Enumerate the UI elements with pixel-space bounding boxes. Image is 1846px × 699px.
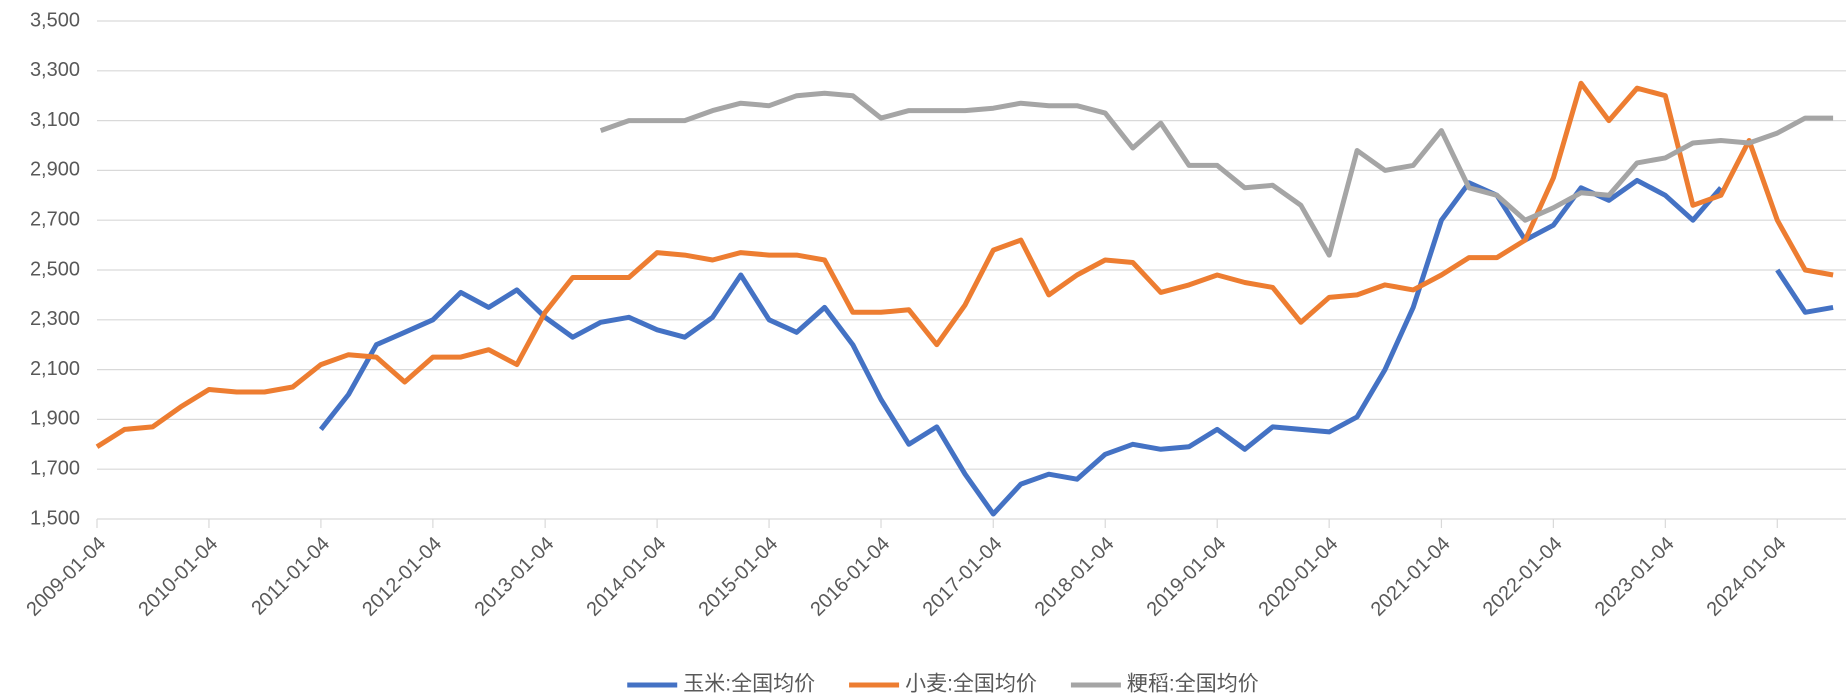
legend: 玉米:全国均价 小麦:全国均价 粳稻:全国均价: [627, 673, 1259, 696]
y-tick-label: 1,500: [30, 507, 80, 529]
y-tick-label: 2,900: [30, 159, 80, 181]
series-line: [599, 90, 1834, 258]
x-tick-label: 2015-01-04: [694, 533, 782, 621]
x-tick-label: 2010-01-04: [134, 533, 222, 621]
x-tick-label: 2020-01-04: [1255, 533, 1343, 621]
legend-label: 小麦:全国均价: [905, 673, 1037, 696]
x-tick-label: 2016-01-04: [806, 533, 894, 621]
x-tick-label: 2011-01-04: [247, 533, 334, 620]
y-tick-label: 1,700: [30, 457, 80, 479]
x-tick-label: 2012-01-04: [358, 533, 446, 621]
x-tick-label: 2013-01-04: [471, 533, 559, 621]
x-tick-label: 2024-01-04: [1703, 533, 1791, 621]
legend-label: 玉米:全国均价: [683, 673, 815, 696]
legend-label: 粳稻:全国均价: [1127, 673, 1259, 696]
x-tick-label: 2009-01-04: [22, 533, 110, 621]
x-tick-label: 2022-01-04: [1479, 533, 1567, 621]
x-tick-label: 2019-01-04: [1143, 533, 1231, 621]
x-tick-label: 2014-01-04: [582, 533, 670, 621]
series-line: [318, 177, 1834, 517]
y-tick-label: 1,900: [30, 408, 80, 430]
y-tick-label: 3,100: [30, 109, 80, 131]
y-tick-label: 2,500: [30, 258, 80, 280]
y-tick-label: 2,700: [30, 208, 80, 230]
x-tick-label: 2017-01-04: [919, 533, 1007, 621]
y-tick-label: 2,300: [30, 308, 80, 330]
y-tick-label: 3,500: [30, 9, 80, 31]
y-tick-label: 2,100: [30, 358, 80, 380]
x-tick-label: 2023-01-04: [1591, 533, 1679, 621]
x-tick-label: 2021-01-04: [1367, 533, 1455, 621]
series-line: [95, 80, 1834, 449]
x-tick-label: 2018-01-04: [1031, 533, 1119, 621]
y-tick-label: 3,300: [30, 59, 80, 81]
